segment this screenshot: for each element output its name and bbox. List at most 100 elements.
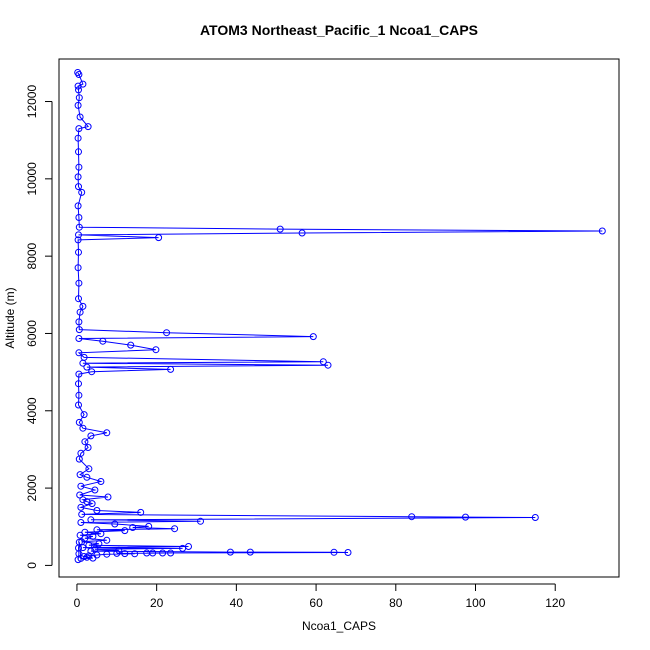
y-axis-label: Altitude (m) xyxy=(3,287,17,348)
data-point xyxy=(77,503,85,511)
data-point xyxy=(127,341,135,349)
data-point xyxy=(121,550,129,558)
data-point xyxy=(76,308,84,316)
data-point xyxy=(75,326,83,334)
series-line xyxy=(77,72,603,560)
data-point xyxy=(330,548,338,556)
data-point xyxy=(152,346,160,354)
data-point xyxy=(79,359,87,367)
data-point xyxy=(103,550,111,558)
x-tick-label: 40 xyxy=(230,596,244,610)
data-point xyxy=(77,519,85,526)
data-point xyxy=(276,225,284,233)
data-point xyxy=(79,424,87,432)
data-point xyxy=(75,231,82,239)
data-point xyxy=(75,279,83,287)
data-point xyxy=(78,188,86,196)
plot-frame xyxy=(58,58,620,578)
data-point xyxy=(78,510,86,518)
data-point xyxy=(309,333,317,341)
data-point xyxy=(75,318,83,326)
data-point xyxy=(75,455,83,463)
x-tick-label: 80 xyxy=(389,596,403,610)
data-point xyxy=(89,554,97,562)
data-point xyxy=(298,229,306,237)
data-point xyxy=(75,248,82,256)
data-point xyxy=(74,82,82,90)
y-tick-label: 4000 xyxy=(25,397,39,424)
data-point xyxy=(131,550,139,558)
data-point xyxy=(145,522,153,530)
data-point xyxy=(75,148,82,156)
data-point xyxy=(91,486,99,494)
data-point xyxy=(75,183,82,191)
data-point xyxy=(179,544,187,552)
data-point xyxy=(75,223,83,231)
data-point xyxy=(75,391,83,399)
data-point xyxy=(104,493,112,501)
data-point xyxy=(462,513,469,521)
y-tick-label: 8000 xyxy=(25,242,39,269)
data-point xyxy=(103,429,111,437)
data-point xyxy=(75,418,83,426)
data-point xyxy=(75,349,83,357)
y-axis: 0 2000 4000 6000 8000 10000 12000 xyxy=(25,85,53,569)
data-point xyxy=(84,123,92,131)
y-tick-label: 6000 xyxy=(25,320,39,347)
data-point xyxy=(129,524,137,531)
data-point xyxy=(87,432,95,440)
data-point xyxy=(79,496,87,504)
data-point xyxy=(85,465,93,473)
data-point xyxy=(75,380,82,388)
data-point xyxy=(598,227,606,235)
data-point xyxy=(74,264,82,272)
data-point xyxy=(97,478,105,485)
data-point xyxy=(319,358,327,366)
data-point xyxy=(83,363,91,371)
data-point xyxy=(77,482,85,490)
data-point xyxy=(84,444,92,451)
data-point xyxy=(79,302,87,310)
series-path xyxy=(77,72,603,560)
data-point xyxy=(74,173,82,181)
data-point xyxy=(74,134,82,142)
data-point xyxy=(93,526,101,534)
data-point xyxy=(76,113,84,121)
data-point xyxy=(246,548,254,556)
data-point xyxy=(531,514,539,521)
data-point xyxy=(137,508,145,516)
y-tick-label: 2000 xyxy=(25,474,39,501)
data-point xyxy=(88,500,96,508)
data-point xyxy=(75,94,83,102)
data-point xyxy=(79,544,87,552)
data-point xyxy=(95,540,103,548)
data-point xyxy=(89,532,97,540)
data-point xyxy=(75,370,83,378)
data-point xyxy=(75,401,82,409)
data-point xyxy=(74,556,82,564)
x-tick-label: 100 xyxy=(465,596,485,610)
chart-title: ATOM3 Northeast_Pacific_1 Ncoa1_CAPS xyxy=(200,22,478,38)
data-point xyxy=(113,549,121,557)
data-point xyxy=(81,438,89,446)
data-point xyxy=(74,101,82,109)
data-point xyxy=(226,548,234,556)
data-point xyxy=(159,549,167,557)
data-point xyxy=(74,236,82,244)
data-point xyxy=(171,525,179,533)
data-point xyxy=(121,527,129,535)
data-point xyxy=(155,234,163,242)
data-point xyxy=(75,335,83,342)
data-point xyxy=(75,163,83,171)
x-tick-label: 0 xyxy=(74,596,81,610)
data-point xyxy=(83,473,91,481)
data-point xyxy=(75,125,83,133)
data-point xyxy=(88,368,96,376)
data-point xyxy=(75,214,83,221)
data-point xyxy=(75,71,83,78)
x-tick-label: 120 xyxy=(545,596,565,610)
x-tick-label: 20 xyxy=(150,596,164,610)
data-point xyxy=(103,536,111,544)
data-point xyxy=(76,471,84,479)
